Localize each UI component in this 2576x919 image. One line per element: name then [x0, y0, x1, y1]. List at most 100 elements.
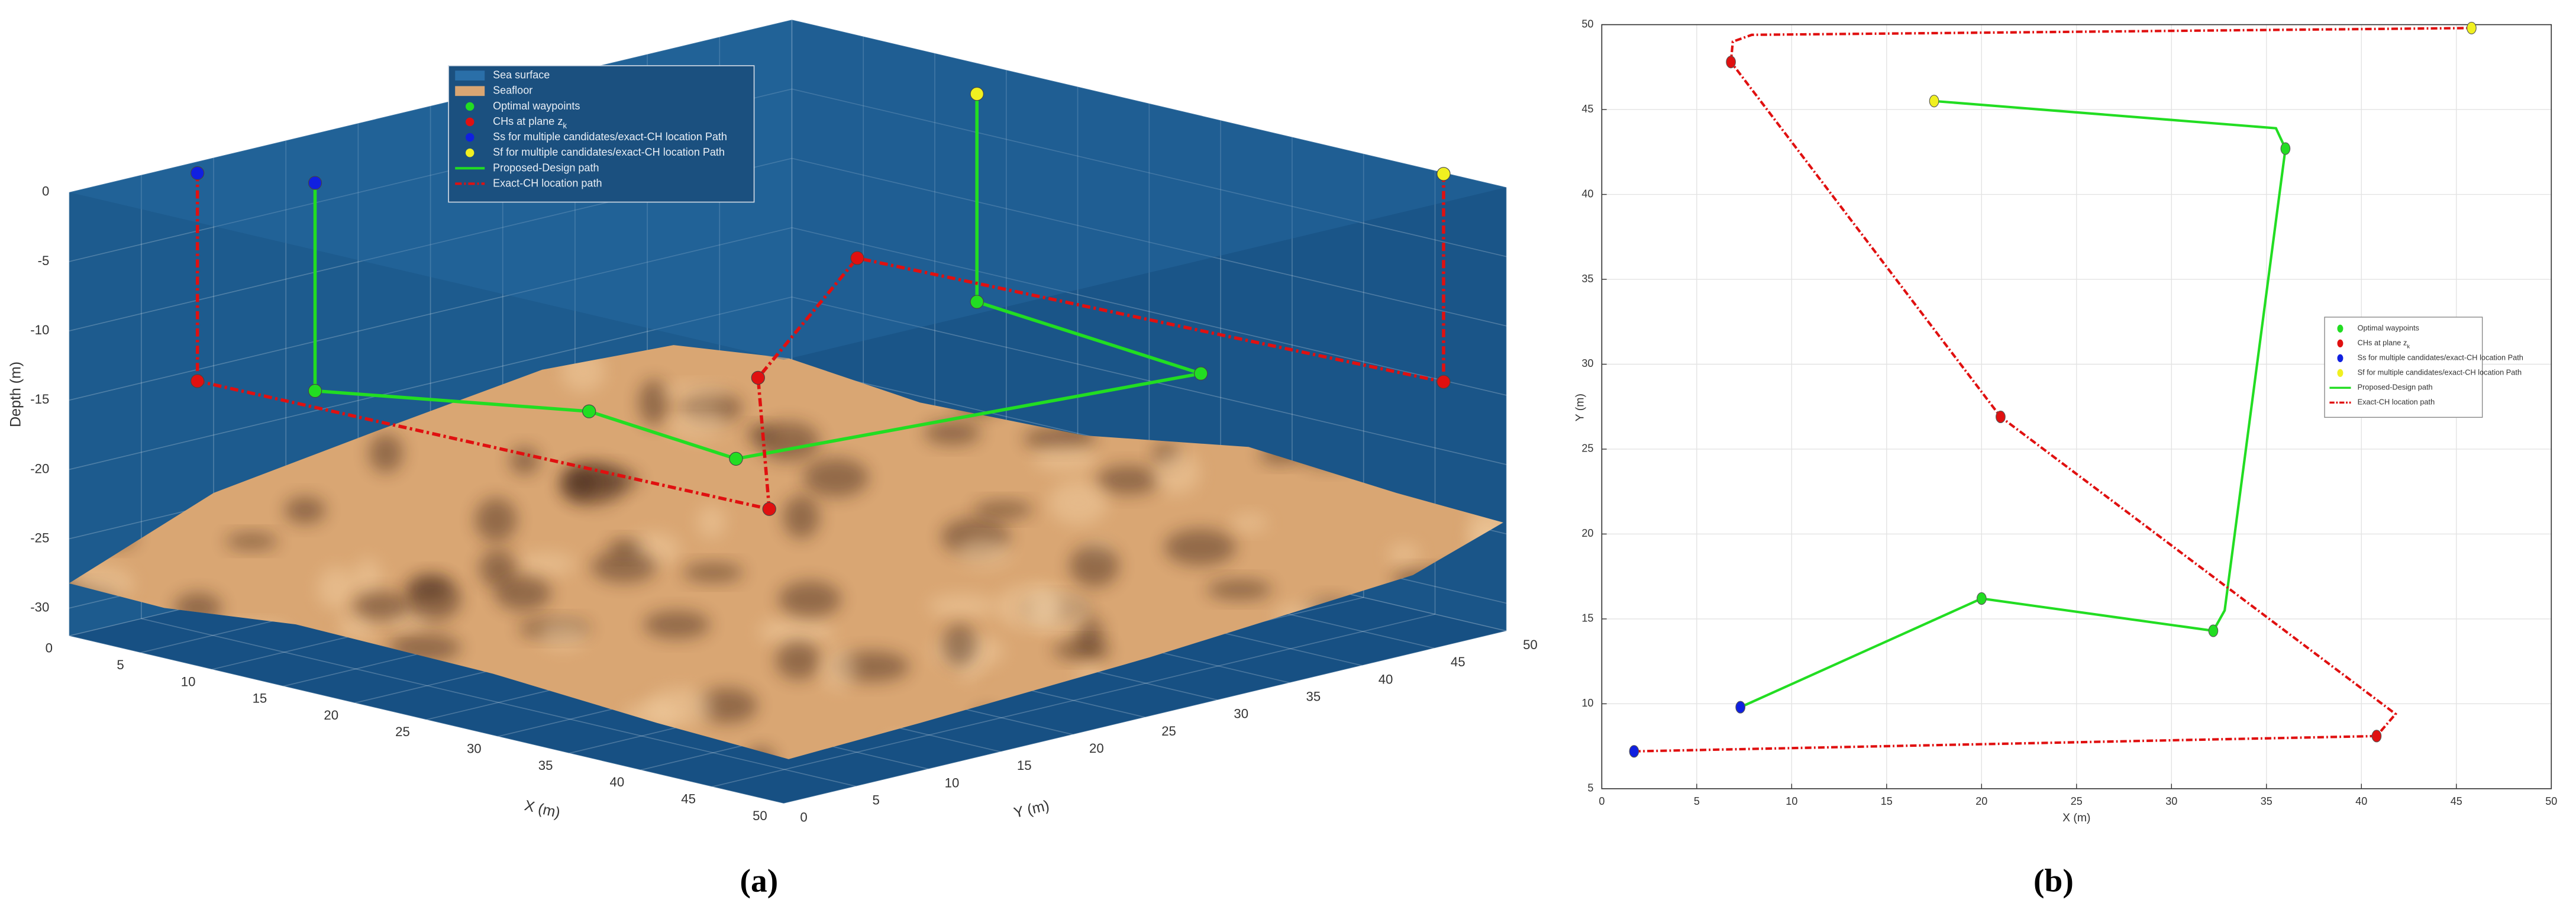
terrain-shadow	[1069, 544, 1119, 587]
terrain-shadow	[353, 591, 410, 621]
terrain-shadow	[317, 567, 356, 610]
terrain-shadow	[1025, 584, 1060, 629]
terrain-shadow	[1052, 640, 1111, 660]
grid-line	[712, 614, 1435, 788]
terrain-shadow	[669, 405, 728, 439]
y-tick-label: 40	[1581, 188, 1593, 199]
terrain-shadow	[1387, 543, 1421, 566]
legend-swatch	[455, 70, 485, 81]
marker	[2280, 142, 2291, 155]
legend-label-text: Optimal waypoints	[493, 100, 580, 112]
legend-swatch	[465, 102, 474, 111]
y-tick-label: 0	[800, 810, 807, 825]
terrain-shadow	[660, 383, 731, 401]
marker	[308, 176, 322, 190]
terrain-shadow	[1338, 720, 1389, 759]
marker	[1437, 167, 1451, 181]
legend-swatch	[465, 133, 474, 142]
x-tick-label: 25	[395, 724, 410, 739]
y-tick-label: 50	[1581, 18, 1593, 30]
terrain-shadow	[559, 466, 596, 502]
legend-label-text: Ss for multiple candidates/exact-CH loca…	[493, 131, 727, 143]
legend-label: CHs at plane zk	[493, 115, 567, 130]
y-tick-label: 20	[1581, 527, 1593, 539]
x-tick-label: 35	[2261, 795, 2272, 807]
legend-label: Optimal waypoints	[493, 100, 580, 112]
grid-line	[69, 635, 784, 804]
marker	[1996, 410, 2006, 423]
z-axis-label: Depth (m)	[7, 362, 24, 427]
terrain-shadow	[776, 641, 821, 680]
x-tick-label: 40	[2355, 795, 2367, 807]
legend-label: Sf for multiple candidates/exact-CH loca…	[493, 146, 725, 158]
legend-label: Proposed-Design path	[493, 162, 599, 173]
grid-line	[792, 88, 1507, 257]
marker	[970, 295, 984, 309]
x-tick-label: 10	[1786, 795, 1797, 807]
y-tick-label: 40	[1379, 672, 1393, 686]
z-tick-label: -30	[30, 600, 49, 615]
marker	[970, 87, 984, 101]
x-tick-label: 0	[46, 641, 53, 656]
legend-label: Ss for multiple candidates/exact-CH loca…	[493, 131, 727, 143]
terrain-shadow	[475, 498, 517, 542]
legend-swatch	[455, 86, 485, 96]
terrain-shadow	[646, 688, 714, 726]
y-tick-label: 20	[1089, 741, 1104, 756]
legend-label-text: Exact-CH location path	[2358, 398, 2435, 407]
terrain-shadow	[956, 537, 1012, 567]
marker	[1726, 56, 1736, 69]
x-tick-label: 5	[117, 657, 124, 672]
y-tick-label: 5	[872, 792, 879, 807]
terrain-shadow	[1164, 528, 1237, 566]
marker	[2208, 624, 2219, 637]
terrain-shadow	[682, 563, 744, 582]
marker	[1735, 701, 1745, 714]
legend-label-text: Exact-CH location path	[493, 177, 602, 189]
legend: Sea surface Seafloor Optimal waypoints CHs …	[448, 65, 755, 203]
terrain-shadow	[927, 594, 997, 618]
z-tick-label: -15	[30, 392, 49, 407]
y-tick-label: 50	[1523, 637, 1538, 652]
terrain-shadow	[1051, 737, 1122, 759]
y-tick-label: 45	[1451, 654, 1465, 669]
terrain-shadow	[538, 619, 587, 650]
terrain-shadow	[783, 495, 820, 539]
terrain-shadow	[517, 552, 576, 576]
terrain-shadow	[697, 505, 726, 538]
legend-label-text: CHs at plane z	[493, 115, 563, 127]
legend-label-text: Optimal waypoints	[2358, 324, 2419, 333]
z-tick-label: -10	[30, 323, 49, 337]
grid-line	[792, 227, 1507, 396]
marker	[1629, 745, 1639, 758]
legend-box	[2324, 317, 2483, 418]
grid-line	[69, 19, 792, 193]
legend-label-text: Sf for multiple candidates/exact-CH loca…	[2358, 368, 2522, 377]
legend-swatch	[2337, 369, 2343, 377]
x-tick-label: 5	[1694, 795, 1700, 807]
legend-swatch	[2337, 324, 2343, 333]
legend-label: Exact-CH location path	[2358, 398, 2435, 407]
terrain-shadow	[778, 581, 841, 618]
terrain-shadow	[698, 688, 758, 723]
legend-box	[448, 65, 755, 203]
x-tick-label: 0	[1599, 795, 1605, 807]
terrain-shadow	[820, 648, 857, 689]
y-tick-label: 10	[1581, 697, 1593, 709]
grid-line	[792, 19, 1507, 188]
y-tick-label: 25	[1581, 443, 1593, 454]
x-tick-label: 20	[1975, 795, 1987, 807]
marker	[1194, 366, 1208, 381]
terrain-shadow	[1206, 579, 1273, 600]
y-axis-label: Y (m)	[1573, 394, 1586, 421]
grid-line	[792, 296, 1507, 465]
x-axis-label: X (m)	[2062, 811, 2090, 824]
y-tick-label: 45	[1581, 103, 1593, 115]
y-tick-label: 5	[1587, 782, 1593, 794]
marker	[1437, 375, 1451, 389]
z-tick-label: -25	[30, 530, 49, 545]
terrain-shadow	[1049, 480, 1108, 525]
terrain-shadow	[924, 421, 981, 445]
